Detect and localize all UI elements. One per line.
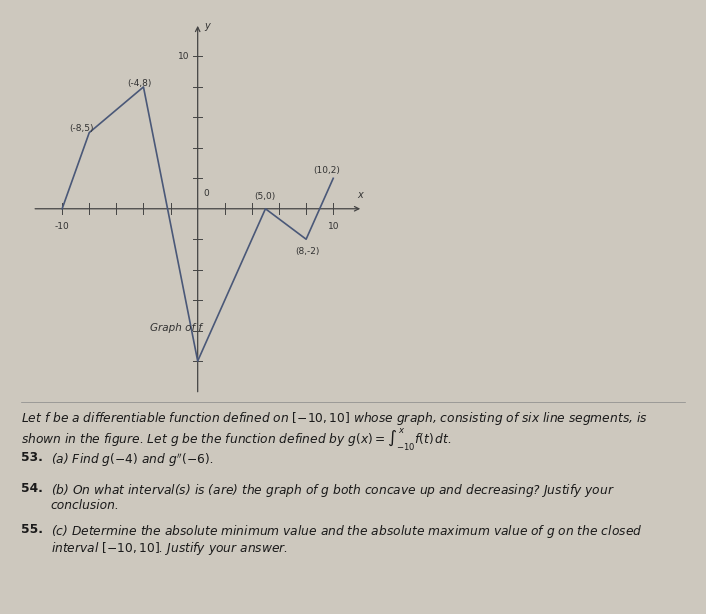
- Text: (-4,8): (-4,8): [127, 79, 152, 88]
- Text: (10,2): (10,2): [313, 166, 340, 175]
- Text: 54.: 54.: [21, 482, 43, 495]
- Text: -10: -10: [55, 222, 69, 231]
- Text: shown in the figure. Let $g$ be the function defined by $g(x)=\int_{-10}^{x}f(t): shown in the figure. Let $g$ be the func…: [21, 427, 452, 453]
- Text: 53.: 53.: [21, 451, 43, 464]
- Text: (b) On what interval(s) is (are) the graph of $g$ both concave up and decreasing: (b) On what interval(s) is (are) the gra…: [51, 482, 615, 499]
- Text: Graph of f: Graph of f: [150, 322, 202, 333]
- Text: 10: 10: [328, 222, 339, 231]
- Text: (c) Determine the absolute minimum value and the absolute maximum value of $g$ o: (c) Determine the absolute minimum value…: [51, 523, 642, 540]
- Text: y: y: [205, 21, 210, 31]
- Text: (-8,5): (-8,5): [69, 123, 93, 133]
- Text: Let $f$ be a differentiable function defined on $[-10, 10]$ whose graph, consist: Let $f$ be a differentiable function def…: [21, 410, 648, 427]
- Text: conclusion.: conclusion.: [51, 499, 119, 511]
- Text: 55.: 55.: [21, 523, 43, 536]
- Text: (a) Find $g(-4)$ and $g''(-6)$.: (a) Find $g(-4)$ and $g''(-6)$.: [51, 451, 213, 469]
- Text: (5,0): (5,0): [255, 192, 276, 201]
- Text: interval $[-10, 10]$. Justify your answer.: interval $[-10, 10]$. Justify your answe…: [51, 540, 288, 558]
- Text: (8,-2): (8,-2): [295, 247, 320, 256]
- Text: 10: 10: [178, 52, 189, 61]
- Text: x: x: [357, 190, 363, 200]
- Text: 0: 0: [203, 189, 209, 198]
